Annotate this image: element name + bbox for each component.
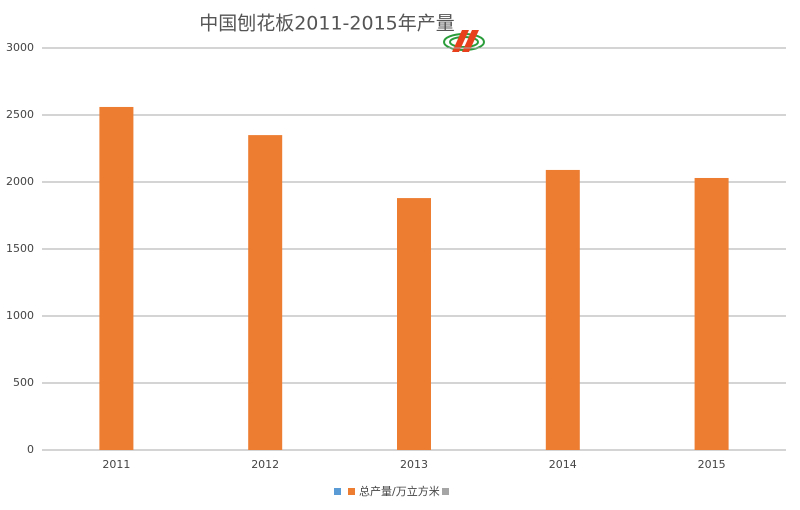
x-tick-label: 2014 [549, 458, 577, 471]
x-tick-label: 2012 [251, 458, 279, 471]
y-tick-label: 500 [13, 376, 34, 389]
x-tick-label: 2013 [400, 458, 428, 471]
y-tick-label: 1000 [6, 309, 34, 322]
y-tick-label: 0 [27, 443, 34, 456]
chart-title: 中国刨花板2011-2015年产量 [199, 13, 455, 35]
legend-label: 总产量/万立方米 [359, 484, 440, 498]
bar [397, 198, 431, 450]
legend-swatch [442, 488, 449, 495]
bar [694, 177, 729, 451]
legend-swatch [348, 488, 355, 495]
y-tick-label: 3000 [6, 41, 34, 54]
y-tick-label: 1500 [6, 242, 34, 255]
x-tick-label: 2011 [102, 458, 130, 471]
bar [99, 106, 134, 451]
y-tick-label: 2500 [6, 108, 34, 121]
y-tick-label: 2000 [6, 175, 34, 188]
legend-swatch [334, 488, 341, 495]
bar [248, 135, 283, 450]
bar [545, 169, 580, 450]
x-tick-label: 2015 [698, 458, 726, 471]
logo [443, 30, 485, 52]
